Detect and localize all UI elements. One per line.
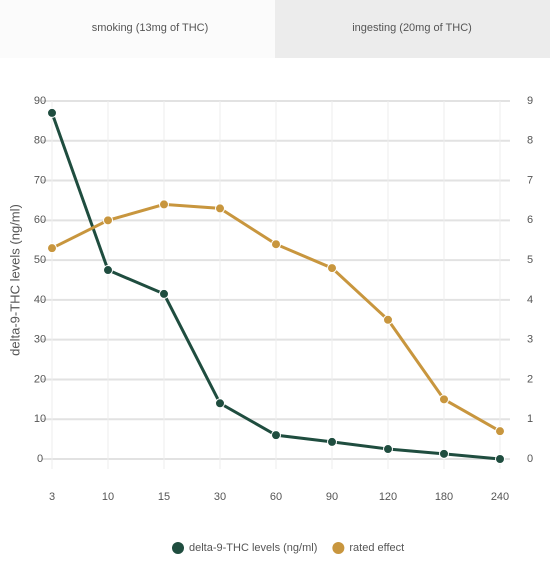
y2-tick-label: 8: [527, 135, 533, 147]
y-tick-label: 80: [34, 135, 46, 147]
data-point: [327, 263, 337, 274]
tab-label[interactable]: smoking (13mg of THC): [92, 22, 209, 34]
y2-tick-label: 7: [527, 174, 533, 186]
data-point: [47, 107, 57, 118]
data-point: [215, 203, 225, 214]
data-point: [103, 215, 113, 226]
tab-active[interactable]: [0, 0, 275, 58]
y-tick-label: 0: [37, 453, 43, 465]
x-tick-label: 15: [158, 491, 170, 503]
tab-label[interactable]: ingesting (20mg of THC): [352, 22, 472, 34]
data-point: [271, 239, 281, 250]
data-point: [159, 199, 169, 210]
y-tick-label: 40: [34, 294, 46, 306]
y-tick-label: 10: [34, 413, 46, 425]
data-point: [47, 243, 57, 254]
x-tick-label: 180: [435, 491, 453, 503]
x-tick-label: 3: [49, 491, 55, 503]
y-tick-label: 50: [34, 254, 46, 266]
x-tick-label: 120: [379, 491, 397, 503]
y-tick-label: 30: [34, 334, 46, 346]
y2-tick-label: 9: [527, 95, 533, 107]
legend-label: delta-9-THC levels (ng/ml): [189, 542, 317, 554]
y2-tick-label: 2: [527, 373, 533, 385]
tab[interactable]: [275, 0, 550, 58]
x-tick-label: 30: [214, 491, 226, 503]
data-point: [159, 288, 169, 299]
y-tick-label: 20: [34, 373, 46, 385]
y2-tick-label: 5: [527, 254, 533, 266]
data-point: [327, 436, 337, 447]
data-point: [439, 394, 449, 405]
x-tick-label: 60: [270, 491, 282, 503]
y-tick-label: 60: [34, 214, 46, 226]
y2-tick-label: 3: [527, 334, 533, 346]
y-tick-label: 90: [34, 95, 46, 107]
x-tick-label: 90: [326, 491, 338, 503]
x-tick-label: 240: [491, 491, 509, 503]
data-point: [103, 265, 113, 276]
legend-swatch: [332, 542, 345, 554]
x-tick-label: 10: [102, 491, 114, 503]
y2-tick-label: 4: [527, 294, 533, 306]
y2-tick-label: 6: [527, 214, 533, 226]
data-point: [495, 454, 505, 464]
data-point: [271, 430, 281, 441]
y2-tick-label: 0: [527, 453, 533, 465]
legend-label: rated effect: [349, 542, 404, 554]
legend-swatch: [172, 542, 184, 554]
y-axis-label: delta-9-THC levels (ng/ml): [7, 204, 22, 356]
data-point: [215, 398, 225, 409]
data-point: [383, 444, 393, 455]
data-point: [495, 426, 505, 437]
y2-tick-label: 1: [527, 413, 533, 425]
data-point: [383, 314, 393, 325]
data-point: [439, 448, 449, 459]
y-tick-label: 70: [34, 174, 46, 186]
